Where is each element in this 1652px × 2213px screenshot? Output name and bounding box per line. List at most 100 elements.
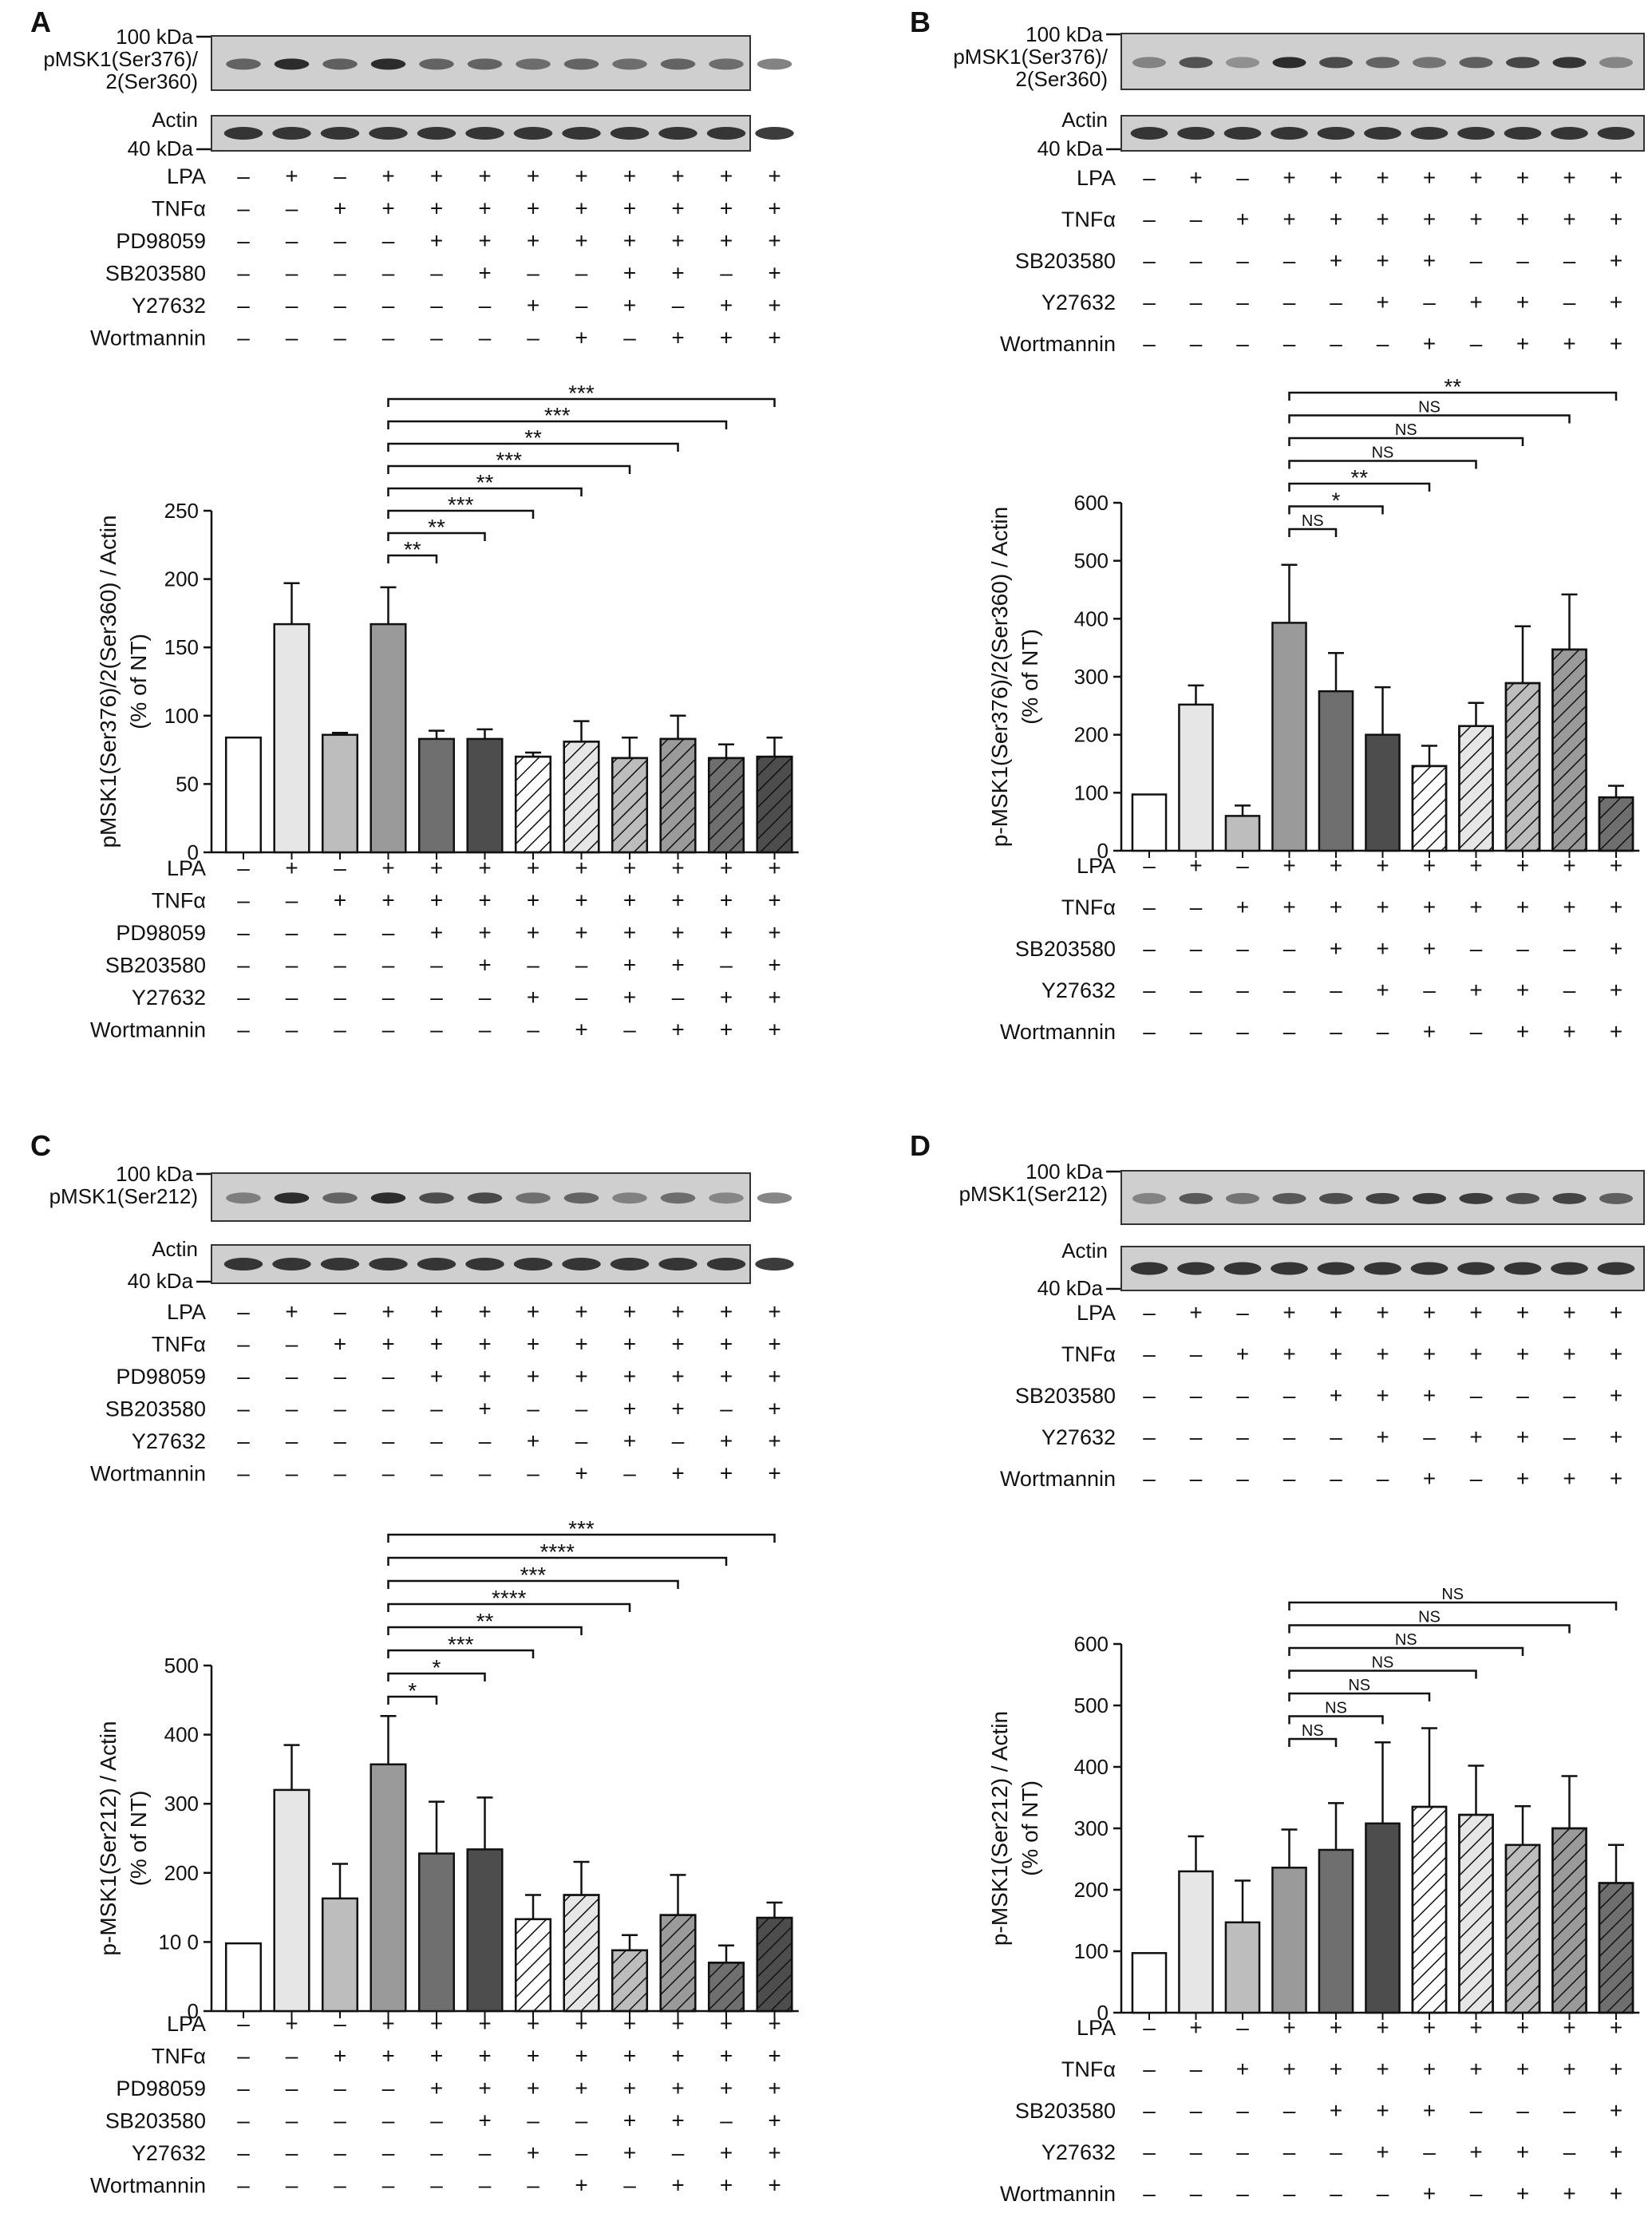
treatment-sign: + [1423,207,1436,231]
treatment-sign: + [623,920,636,945]
treatment-sign: + [1236,2057,1249,2081]
significance-label: ** [1444,374,1461,399]
treatment-sign: – [1330,978,1342,1002]
treatment-sign: – [382,1461,395,1486]
treatment-sign: + [1376,853,1389,878]
blot-band-actin [562,127,601,140]
blot-band-phospho [1272,57,1306,69]
treatment-sign: – [286,228,298,253]
treatment-sign: + [671,2108,684,2133]
blot-band-phospho [1365,1192,1400,1204]
treatment-sign: – [237,920,250,945]
treatment-sign: + [720,196,733,221]
treatment-sign: + [768,261,781,286]
treatment-sign: + [1516,2140,1529,2164]
treatment-sign: – [334,2011,346,2036]
treatment-sign: – [1236,2181,1249,2206]
treatment-sign: + [1516,290,1529,314]
significance-bracket [1288,1692,1431,1701]
treatment-sign: + [430,2076,443,2100]
treatment-sign: – [334,985,346,1010]
treatment-sign: – [479,2173,492,2198]
significance-bracket [387,1579,679,1589]
treatment-sign: + [720,228,733,253]
treatment-sign: – [1563,2098,1576,2123]
significance-label: NS [1348,1677,1370,1694]
blot-band-actin [320,1258,360,1270]
significance-label: NS [1395,421,1417,439]
treatment-sign: – [1236,248,1249,273]
treatment-sign: – [334,293,346,318]
blot-band-actin [1130,127,1168,140]
treatment-sign: + [768,2173,781,2198]
treatment-sign: – [575,293,588,318]
bar-hatch-10 [659,1914,697,2013]
treatment-sign: + [1423,331,1436,356]
y-axis-label-unit: (% of NT) [126,1791,151,1887]
treatment-sign: + [1516,1425,1529,1449]
treatment-sign: – [672,2140,685,2165]
bar-3 [321,733,359,854]
blot-band-phospho [516,58,551,70]
treatment-sign: + [575,2044,587,2069]
blot-band-phospho [563,1192,599,1204]
treatment-sign: – [237,2044,250,2069]
treatment-sign: + [1610,895,1622,919]
significance-bracket [1288,1715,1384,1725]
treatment-sign: – [1470,936,1483,961]
treatment-sign: + [1469,1342,1482,1366]
treatment-sign: + [1423,1466,1436,1491]
treatment-sign: – [237,2108,250,2133]
significance-label: *** [568,381,595,405]
treatment-sign: + [1330,248,1342,273]
treatment-sign: – [430,1461,443,1486]
significance-bracket [1288,1624,1571,1634]
treatment-sign: – [1143,2140,1156,2164]
treatment-sign: + [1516,2057,1529,2081]
treatment-sign: + [720,1299,733,1324]
treatment-sign: + [671,1461,684,1486]
treatment-sign: + [1282,895,1295,919]
treatment-sign: + [575,164,587,188]
marker-40kda: 40 kDa [128,1269,194,1293]
treatment-sign: – [430,953,443,978]
treatment-label-bottom: SB203580 [105,954,206,978]
treatment-sign: – [286,2108,298,2133]
treatment-sign: – [430,1429,443,1453]
treatment-sign: + [1469,2140,1482,2164]
treatment-sign: – [1283,2181,1296,2206]
treatment-sign: + [768,1429,781,1453]
significance-bracket [387,532,486,541]
treatment-sign: + [671,1299,684,1324]
bar-hatch-11 [1598,796,1634,852]
blot-band-actin [272,1258,311,1270]
treatment-sign: – [382,920,395,945]
treatment-sign: + [381,1332,394,1357]
bar-5 [1318,690,1354,852]
treatment-sign: + [623,985,636,1010]
treatment-sign: + [1469,165,1482,190]
panel-label-a: A [30,6,51,38]
blot-band-phospho [467,1192,503,1204]
blot-band-phospho [660,1192,696,1204]
treatment-label-bottom: PD98059 [116,921,206,945]
treatment-sign: + [1423,1342,1436,1366]
blot-band-actin [1177,1262,1215,1275]
treatment-sign: – [237,196,250,221]
treatment-sign: – [1236,2015,1249,2040]
treatment-sign: + [478,261,491,286]
treatment-sign: + [1469,895,1482,919]
treatment-sign: – [1143,248,1156,273]
blot-band-actin [1271,127,1308,140]
treatment-sign: – [237,1397,250,1421]
treatment-sign: – [575,953,588,978]
treatment-sign: + [720,856,733,880]
treatment-label-bottom: Wortmannin [90,2174,206,2198]
y-axis-label: p-MSK1(Ser376)/2(Ser360) / Actin [987,507,1012,847]
treatment-sign: + [720,2140,733,2165]
blot-band-actin [513,127,553,140]
treatment-sign: + [623,196,636,221]
treatment-sign: – [672,293,685,318]
significance-label: NS [1395,1631,1417,1649]
